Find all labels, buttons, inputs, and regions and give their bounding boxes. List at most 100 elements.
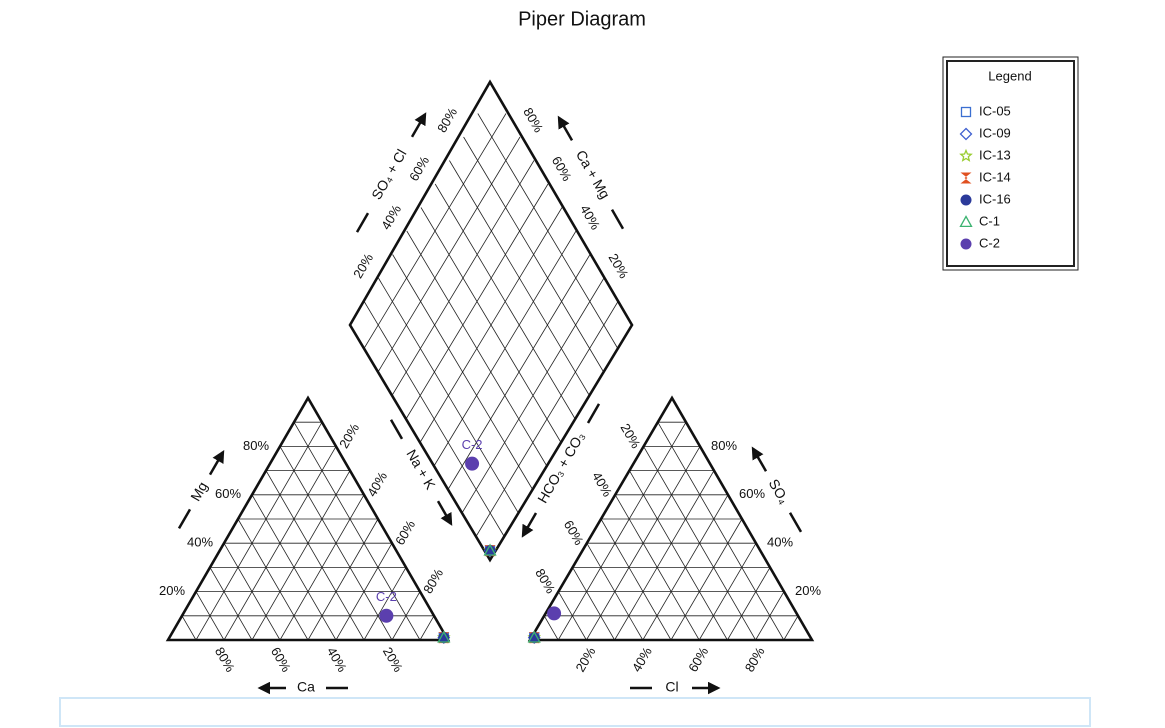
tick-label: 60% bbox=[549, 154, 575, 184]
axis-arrow bbox=[521, 512, 538, 538]
axis-title: SO₄ + Cl bbox=[368, 146, 409, 202]
tick-label: 80% bbox=[420, 566, 446, 596]
grid-line bbox=[420, 207, 562, 443]
point-label: C-2 bbox=[376, 589, 397, 604]
point-label: C-2 bbox=[462, 437, 483, 452]
data-point bbox=[960, 194, 972, 206]
grid-line bbox=[209, 567, 253, 641]
tick-label: 40% bbox=[324, 644, 350, 674]
tick-label: 80% bbox=[243, 438, 269, 453]
data-point bbox=[960, 172, 972, 184]
legend-label: IC-16 bbox=[979, 191, 1011, 206]
axis-arrow bbox=[751, 446, 768, 472]
data-point bbox=[959, 148, 973, 162]
axis-arrow bbox=[436, 500, 453, 526]
data-point bbox=[547, 606, 562, 621]
tick-label: 40% bbox=[187, 535, 213, 550]
legend-label: C-2 bbox=[979, 235, 1000, 250]
axis-dash bbox=[586, 403, 601, 424]
data-point bbox=[484, 545, 496, 557]
tick-label: 80% bbox=[711, 438, 737, 453]
legend-label: IC-13 bbox=[979, 147, 1011, 162]
grid-line bbox=[543, 615, 559, 641]
data-point bbox=[438, 632, 450, 644]
grid-line bbox=[195, 421, 323, 641]
legend-title: Legend bbox=[988, 68, 1031, 83]
triangle-frame bbox=[527, 395, 815, 642]
tick-label: 40% bbox=[767, 535, 793, 550]
tick-label: 40% bbox=[589, 469, 615, 499]
grid-line bbox=[251, 470, 351, 641]
diamond-frame bbox=[348, 79, 634, 563]
legend-frame bbox=[942, 56, 1079, 271]
axis-title: Cl bbox=[665, 679, 678, 695]
tick-label: 80% bbox=[742, 644, 768, 674]
axis-title: Mg bbox=[187, 479, 211, 504]
tick-label: 60% bbox=[392, 517, 418, 547]
tick-label: 80% bbox=[212, 644, 238, 674]
tick-label: 80% bbox=[520, 105, 546, 135]
axis-dash bbox=[177, 508, 192, 529]
legend-frame-inner bbox=[946, 60, 1075, 267]
data-point bbox=[959, 215, 973, 228]
tick-label: 40% bbox=[364, 469, 390, 499]
tick-label: 60% bbox=[685, 644, 711, 674]
tick-label: 20% bbox=[380, 644, 406, 674]
data-point bbox=[483, 543, 497, 556]
grid-line bbox=[477, 113, 619, 349]
axis-arrow bbox=[557, 115, 574, 141]
tick-label: 60% bbox=[561, 518, 587, 548]
tick-label: 20% bbox=[618, 421, 644, 451]
chart-title: Piper Diagram bbox=[518, 8, 646, 30]
tick-label: 60% bbox=[268, 644, 294, 674]
axis-title: SO₄ bbox=[766, 476, 793, 507]
grid-line bbox=[405, 183, 549, 420]
grid-line bbox=[463, 136, 604, 373]
triangle-frame bbox=[165, 395, 451, 642]
tick-label: 40% bbox=[577, 202, 603, 232]
grid-line bbox=[783, 615, 799, 641]
tick-label: 20% bbox=[350, 250, 376, 280]
axis-dash bbox=[355, 212, 370, 233]
data-point bbox=[527, 630, 541, 643]
tick-label: 20% bbox=[572, 644, 598, 674]
grid-line bbox=[727, 567, 771, 641]
legend-label: IC-09 bbox=[979, 125, 1011, 140]
tick-label: 60% bbox=[406, 153, 432, 183]
tick-label: 20% bbox=[606, 251, 632, 281]
grid-line bbox=[265, 470, 365, 641]
grid-line bbox=[237, 518, 309, 641]
legend-label: IC-05 bbox=[979, 103, 1011, 118]
axis-dash bbox=[788, 512, 803, 533]
grid-line bbox=[419, 615, 435, 641]
axis-title: Ca + Mg bbox=[573, 147, 614, 201]
axis-title: Ca bbox=[297, 679, 315, 695]
axis-title: Na + K bbox=[403, 447, 439, 493]
axis-arrow bbox=[208, 449, 225, 476]
data-point bbox=[437, 630, 451, 643]
grid-line bbox=[572, 567, 615, 641]
tick-label: 80% bbox=[532, 566, 558, 596]
axis-dash bbox=[389, 419, 404, 440]
data-point bbox=[528, 632, 540, 644]
data-point bbox=[465, 456, 480, 471]
grid-line bbox=[657, 421, 785, 641]
tick-label: 20% bbox=[795, 583, 821, 598]
grid-line bbox=[307, 518, 379, 641]
grid-line bbox=[377, 136, 521, 373]
legend-label: IC-14 bbox=[979, 169, 1011, 184]
grid-line bbox=[363, 113, 507, 349]
tick-label: 80% bbox=[434, 105, 460, 135]
axis-arrow bbox=[410, 112, 427, 138]
grid-line bbox=[629, 470, 728, 641]
grid-line bbox=[449, 160, 590, 396]
axis-dash bbox=[610, 209, 625, 230]
data-point bbox=[959, 127, 973, 141]
tick-label: 20% bbox=[336, 420, 362, 450]
tick-label: 40% bbox=[378, 202, 404, 232]
grid-line bbox=[293, 421, 421, 641]
grid-line bbox=[181, 615, 197, 641]
bottom-band bbox=[59, 697, 1091, 727]
grid-line bbox=[670, 518, 743, 641]
